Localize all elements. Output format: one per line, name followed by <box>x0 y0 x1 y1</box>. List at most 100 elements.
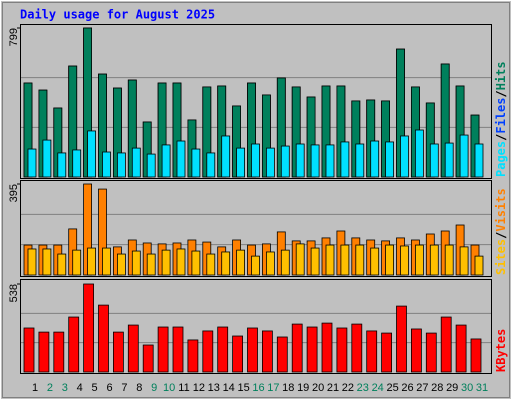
x-tick-label: 23 <box>357 382 369 394</box>
bar <box>340 244 350 276</box>
x-tick-label: 16 <box>252 382 264 394</box>
legend-separator: / <box>494 232 508 239</box>
legend: KBytes <box>494 329 508 372</box>
x-tick-label: 4 <box>77 382 83 394</box>
bar <box>429 244 439 276</box>
legend-entry: Files <box>494 98 508 134</box>
bar <box>146 253 156 276</box>
bar <box>265 251 275 276</box>
bar <box>98 304 109 373</box>
bar <box>429 143 439 178</box>
bar <box>306 326 318 373</box>
bar <box>131 147 141 178</box>
legend-separator: / <box>494 90 508 97</box>
bar <box>414 244 424 276</box>
bar <box>400 135 409 178</box>
bar <box>247 327 258 373</box>
bar <box>117 253 126 276</box>
bar <box>470 338 482 373</box>
chart-title: Daily usage for August 2025 <box>20 8 215 22</box>
bar <box>131 250 141 276</box>
x-tick-label: 31 <box>476 382 488 394</box>
bar <box>400 245 409 276</box>
x-tick-label: 10 <box>163 382 175 394</box>
bar <box>38 331 50 373</box>
y-tick-label: 395 <box>8 184 20 202</box>
x-tick-label: 26 <box>401 382 413 394</box>
y-tick-label: 538 <box>8 284 20 302</box>
bar <box>410 328 422 373</box>
bar <box>221 135 231 178</box>
bar <box>366 330 378 373</box>
x-tick-label: 2 <box>47 382 53 394</box>
bar <box>23 327 35 373</box>
bar <box>370 247 380 276</box>
bar <box>474 255 484 276</box>
legend-entry: KBytes <box>494 329 508 372</box>
bar <box>176 248 186 276</box>
legend-entry: Hits <box>494 61 508 90</box>
x-tick-label: 24 <box>372 382 384 394</box>
bar <box>83 283 94 373</box>
bar <box>336 327 348 373</box>
bar <box>68 316 80 373</box>
bar <box>146 153 156 178</box>
x-tick-label: 18 <box>282 382 294 394</box>
legend-separator: / <box>494 134 508 141</box>
x-tick-label: 29 <box>446 382 458 394</box>
bar <box>396 305 407 373</box>
x-tick-label: 25 <box>386 382 398 394</box>
bar <box>459 134 469 178</box>
bar <box>310 247 320 276</box>
y-tick-label: 799 <box>8 28 20 46</box>
bar <box>321 322 333 373</box>
bar <box>57 253 67 276</box>
bar <box>113 331 124 373</box>
bar <box>340 141 350 178</box>
bar <box>232 335 244 373</box>
bar <box>72 149 82 178</box>
x-tick-label: 30 <box>461 382 473 394</box>
bar <box>440 316 452 373</box>
legend-entry: Pages <box>494 141 508 177</box>
bar <box>280 249 290 276</box>
bar <box>381 332 393 373</box>
bar <box>206 152 216 178</box>
bar <box>236 147 246 178</box>
bar <box>385 244 395 276</box>
bar <box>53 331 65 373</box>
bar <box>295 243 305 276</box>
legend: Pages/Files/Hits <box>494 61 508 177</box>
bar <box>87 130 96 178</box>
x-tick-label: 13 <box>208 382 220 394</box>
bar <box>370 140 380 178</box>
bar <box>176 140 186 178</box>
bar <box>351 323 363 373</box>
bar <box>161 249 171 276</box>
bar <box>236 249 246 276</box>
bar <box>265 147 275 178</box>
bar <box>206 253 216 276</box>
bar <box>355 244 365 276</box>
bar <box>414 129 424 178</box>
bar <box>57 152 67 178</box>
x-tick-label: 21 <box>327 382 339 394</box>
x-tick-label: 28 <box>431 382 443 394</box>
bar <box>27 148 37 178</box>
bar <box>161 144 171 178</box>
bar <box>42 248 52 276</box>
bar <box>191 148 201 178</box>
x-tick-label: 19 <box>297 382 309 394</box>
bar <box>187 339 199 373</box>
bar <box>444 244 454 276</box>
bar <box>157 326 169 373</box>
bar <box>355 143 365 178</box>
x-tick-label: 9 <box>151 382 157 394</box>
bar <box>102 247 111 276</box>
bar <box>251 143 260 178</box>
bar <box>127 324 139 373</box>
legend: Sites/Visits <box>494 188 508 275</box>
bar <box>221 251 231 276</box>
x-tick-label: 1 <box>32 382 38 394</box>
